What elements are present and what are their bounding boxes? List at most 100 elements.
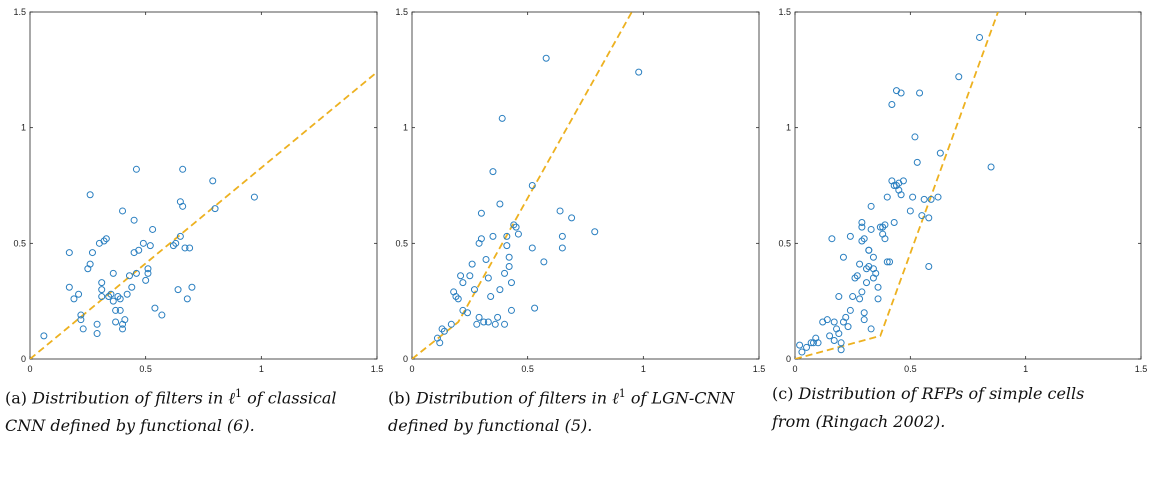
data-point-c-82 [976,33,984,41]
data-point-b-34 [503,232,511,240]
data-point-b-29 [496,286,504,294]
data-point-b-2 [438,325,446,333]
data-point-a-3 [70,295,78,303]
x-tick-label-a-0: 0 [27,364,32,374]
data-point-c-47 [872,269,880,277]
caption-b-text: Distribution of filters in ℓ [415,388,619,408]
data-point-a-50 [172,239,180,247]
data-point-a-21 [107,290,115,298]
data-point-c-1 [798,348,806,356]
data-point-c-33 [860,235,868,243]
caption-a: (a) Distribution of filters in ℓ1 of cla… [5,380,355,440]
data-point-a-47 [151,304,159,312]
data-point-b-9 [459,279,467,287]
data-point-a-1 [65,283,73,291]
data-point-b-22 [484,318,492,326]
data-point-c-17 [837,346,845,354]
data-point-a-2 [65,249,73,257]
y-tick-label-b-1: 0.5 [395,238,408,248]
data-point-c-24 [849,293,857,301]
data-point-c-83 [987,163,995,171]
data-point-a-24 [112,318,120,326]
plot-c-frame [794,11,1142,360]
data-point-a-35 [128,283,136,291]
data-point-a-34 [125,272,133,280]
data-point-a-51 [174,286,182,294]
data-point-c-37 [863,265,871,273]
data-point-c-57 [886,258,894,266]
data-point-c-6 [814,339,822,347]
data-point-a-11 [88,249,96,257]
data-point-a-39 [132,269,140,277]
x-tick-label-a-3: 1.5 [371,364,384,374]
data-point-c-12 [830,318,838,326]
data-point-b-38 [507,279,515,287]
data-point-c-55 [883,258,891,266]
data-point-b-32 [501,320,509,328]
data-point-a-16 [98,279,106,287]
data-point-c-53 [881,221,889,229]
x-tick-label-b-2: 1 [641,364,646,374]
data-point-b-11 [464,309,472,317]
data-point-b-39 [507,306,515,314]
data-point-c-41 [867,225,875,233]
data-point-a-48 [158,311,166,319]
data-point-b-27 [491,320,499,328]
data-point-a-27 [116,306,124,314]
data-point-b-7 [454,295,462,303]
data-point-a-60 [209,177,217,185]
data-point-a-30 [119,207,127,215]
data-point-a-53 [176,232,184,240]
data-point-b-33 [501,269,509,277]
x-tick-label-b-3: 1.5 [753,364,766,374]
data-point-c-78 [927,195,935,203]
x-tick-label-b-0: 0 [409,364,414,374]
data-point-b-49 [558,232,566,240]
data-point-a-0 [40,332,48,340]
data-point-c-23 [846,232,854,240]
data-point-a-6 [77,316,85,324]
y-tick-label-c-3: 1.5 [778,7,791,17]
data-point-b-15 [473,320,481,328]
data-point-b-48 [556,207,564,215]
data-point-a-45 [146,242,154,250]
x-tick-label-a-1: 0.5 [139,364,152,374]
data-point-b-42 [514,230,522,238]
caption-a-tag: (a) [5,388,28,408]
y-tick-label-a-1: 0.5 [13,238,26,248]
plot-b-frame [411,11,760,360]
data-point-a-61 [211,205,219,213]
x-tick-label-c-3: 1.5 [1135,364,1148,374]
data-point-a-38 [132,165,140,173]
data-point-b-37 [505,262,513,270]
data-point-b-46 [540,258,548,266]
data-point-a-20 [105,293,113,301]
data-point-a-9 [86,191,94,199]
y-tick-label-a-2: 1 [21,123,26,133]
caption-c-text: Distribution of RFPs of simple cells fro… [772,384,1085,431]
data-point-a-25 [112,306,120,314]
data-point-c-56 [883,193,891,201]
x-tick-label-c-2: 1 [1023,364,1028,374]
data-point-b-26 [489,168,497,176]
caption-a-sup: 1 [235,387,243,400]
data-point-c-48 [874,283,882,291]
data-point-a-58 [186,244,194,252]
data-point-c-43 [867,325,875,333]
data-point-b-4 [447,320,455,328]
data-point-c-2 [803,343,811,351]
data-point-c-20 [842,313,850,321]
data-point-a-55 [179,165,187,173]
data-point-a-17 [98,293,106,301]
plot-c: 00 0.5 0.5 1 1 1.5 1.5 [778,7,1147,374]
caption-c-tag: (c) [772,384,794,403]
data-point-a-54 [179,202,187,210]
data-point-b-28 [494,313,502,321]
data-point-b-36 [505,253,513,261]
data-point-b-23 [484,274,492,282]
data-point-b-20 [480,318,488,326]
data-point-a-31 [119,325,127,333]
data-point-b-25 [489,232,497,240]
